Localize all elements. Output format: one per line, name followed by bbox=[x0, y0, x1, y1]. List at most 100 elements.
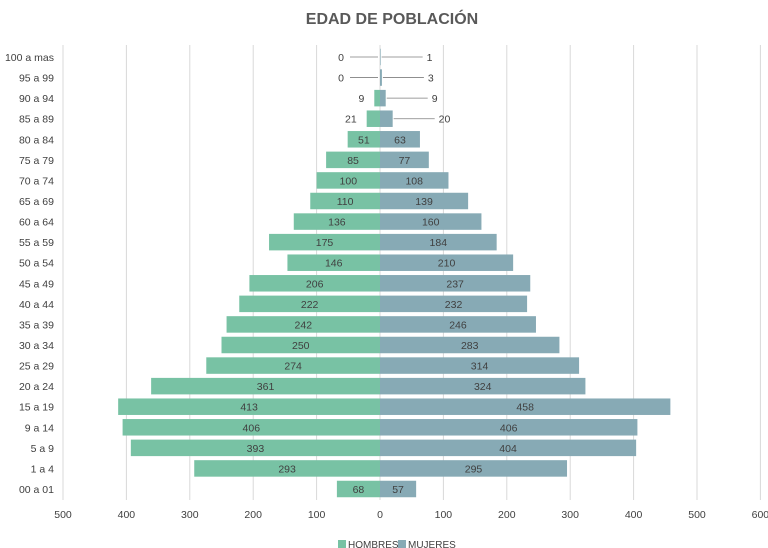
data-label-hombres: 406 bbox=[243, 422, 261, 434]
category-label: 95 a 99 bbox=[19, 73, 54, 85]
data-label-hombres: 361 bbox=[257, 381, 275, 393]
data-label-hombres: 85 bbox=[347, 155, 359, 167]
data-label-hombres: 9 bbox=[358, 93, 364, 105]
bar-hombres bbox=[293, 213, 380, 230]
x-tick-label: 500 bbox=[54, 509, 72, 521]
bar-hombres bbox=[130, 439, 380, 457]
bar-hombres bbox=[347, 131, 380, 148]
legend-label-mujeres: MUJERES bbox=[408, 540, 456, 548]
data-label-hombres: 242 bbox=[295, 319, 313, 331]
bar-hombres bbox=[151, 377, 380, 395]
data-label-mujeres: 324 bbox=[474, 381, 492, 393]
x-tick-label: 300 bbox=[181, 509, 199, 521]
data-label-hombres: 136 bbox=[328, 217, 346, 229]
legend-swatch-mujeres bbox=[398, 540, 406, 548]
data-label-hombres: 51 bbox=[358, 134, 370, 146]
bar-hombres bbox=[336, 480, 380, 498]
category-label: 70 a 74 bbox=[19, 175, 54, 187]
data-label-mujeres: 246 bbox=[449, 319, 467, 331]
category-label: 5 a 9 bbox=[31, 443, 55, 455]
category-label: 40 a 44 bbox=[19, 299, 54, 311]
x-tick-label: 100 bbox=[435, 509, 453, 521]
bar-mujeres bbox=[380, 254, 514, 271]
bar-hombres bbox=[316, 172, 380, 189]
bar-hombres bbox=[122, 419, 380, 436]
data-label-hombres: 175 bbox=[316, 237, 334, 249]
data-label-mujeres: 1 bbox=[427, 52, 433, 64]
category-label: 60 a 64 bbox=[19, 217, 54, 229]
data-label-mujeres: 108 bbox=[405, 175, 423, 187]
category-label: 25 a 29 bbox=[19, 361, 54, 373]
data-label-hombres: 0 bbox=[338, 73, 344, 85]
category-label: 80 a 84 bbox=[19, 134, 54, 146]
category-label: 55 a 59 bbox=[19, 237, 54, 249]
data-label-mujeres: 237 bbox=[446, 278, 464, 290]
bar-mujeres bbox=[380, 89, 386, 107]
category-label: 15 a 19 bbox=[19, 402, 54, 414]
category-label: 9 a 14 bbox=[25, 422, 54, 434]
legend-label-hombres: HOMBRES bbox=[348, 540, 399, 548]
data-label-hombres: 293 bbox=[278, 463, 296, 475]
data-label-mujeres: 314 bbox=[471, 361, 489, 373]
data-label-mujeres: 160 bbox=[422, 217, 440, 229]
bar-mujeres bbox=[380, 295, 528, 313]
data-label-mujeres: 139 bbox=[415, 196, 433, 208]
bars bbox=[118, 48, 671, 498]
bar-hombres bbox=[118, 398, 381, 415]
bar-hombres bbox=[239, 295, 380, 313]
category-label: 45 a 49 bbox=[19, 278, 54, 290]
bar-mujeres bbox=[380, 131, 420, 148]
x-tick-label: 500 bbox=[688, 509, 706, 521]
bar-mujeres bbox=[380, 419, 638, 436]
bar-hombres bbox=[326, 151, 380, 169]
x-tick-label: 200 bbox=[498, 509, 516, 521]
data-label-hombres: 274 bbox=[284, 361, 302, 373]
data-label-hombres: 222 bbox=[301, 299, 319, 311]
data-label-hombres: 206 bbox=[306, 278, 324, 290]
data-label-hombres: 100 bbox=[340, 175, 358, 187]
bar-mujeres bbox=[380, 316, 536, 333]
data-label-hombres: 21 bbox=[345, 114, 357, 126]
data-label-hombres: 250 bbox=[292, 340, 310, 352]
bar-mujeres bbox=[380, 275, 531, 292]
x-tick-label: 400 bbox=[625, 509, 643, 521]
bar-hombres bbox=[366, 110, 380, 127]
bar-hombres bbox=[226, 316, 380, 333]
data-label-mujeres: 295 bbox=[465, 463, 483, 475]
x-tick-label: 600 bbox=[752, 509, 768, 521]
data-label-hombres: 0 bbox=[338, 52, 344, 64]
bar-mujeres bbox=[380, 172, 449, 189]
legend: HOMBRES MUJERES bbox=[338, 540, 456, 548]
category-labels: 00 a 01 1 a 4 5 a 9 9 a 14 15 a 19 20 a 24 25 … bbox=[5, 52, 54, 496]
chart-title: EDAD DE POBLACIÓN bbox=[306, 9, 478, 28]
bar-mujeres bbox=[380, 460, 568, 477]
bar-mujeres bbox=[380, 439, 637, 457]
category-label: 50 a 54 bbox=[19, 258, 54, 270]
bar-mujeres bbox=[380, 233, 497, 251]
category-label: 75 a 79 bbox=[19, 155, 54, 167]
bar-mujeres bbox=[380, 69, 382, 86]
x-tick-label: 0 bbox=[377, 509, 383, 521]
category-label: 35 a 39 bbox=[19, 319, 54, 331]
x-tick-label: 200 bbox=[244, 509, 262, 521]
data-label-hombres: 110 bbox=[337, 196, 354, 208]
bar-hombres bbox=[269, 233, 380, 251]
x-tick-label: 400 bbox=[118, 509, 136, 521]
data-label-mujeres: 3 bbox=[428, 73, 434, 85]
x-tick-label: 300 bbox=[561, 509, 579, 521]
bar-mujeres bbox=[380, 151, 429, 169]
data-label-hombres: 413 bbox=[240, 402, 258, 414]
bar-mujeres bbox=[380, 110, 393, 127]
data-label-mujeres: 283 bbox=[461, 340, 479, 352]
category-label: 85 a 89 bbox=[19, 114, 54, 126]
data-label-hombres: 68 bbox=[353, 484, 365, 496]
data-label-mujeres: 406 bbox=[500, 422, 518, 434]
category-label: 20 a 24 bbox=[19, 381, 54, 393]
bar-hombres bbox=[194, 460, 380, 477]
bar-mujeres bbox=[380, 48, 381, 66]
bar-mujeres bbox=[380, 213, 482, 230]
bar-hombres bbox=[287, 254, 380, 271]
bar-hombres bbox=[310, 192, 380, 210]
bar-hombres bbox=[374, 89, 380, 107]
bar-mujeres bbox=[380, 336, 560, 354]
